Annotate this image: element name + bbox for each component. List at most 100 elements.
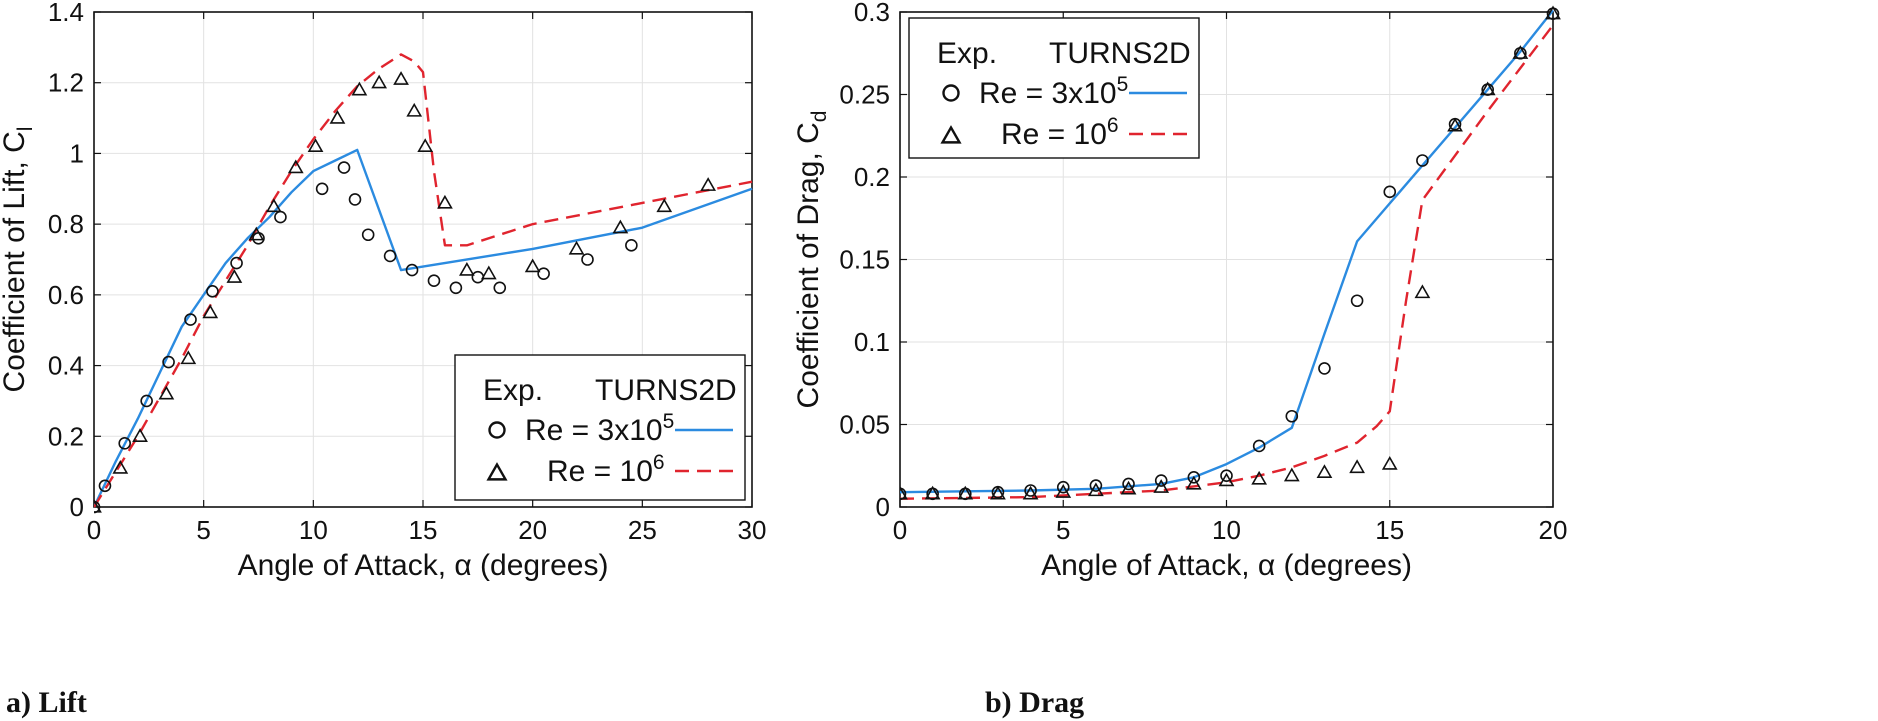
legend-header-exp: Exp.: [937, 37, 997, 70]
data-point-circle: [625, 239, 638, 252]
legend-label-superscript: 6: [653, 451, 665, 474]
legend-header-turns2d: TURNS2D: [595, 374, 737, 407]
data-point-circle: [162, 355, 175, 369]
x-tick-label: 15: [409, 515, 438, 545]
data-point-triangle: [1185, 475, 1202, 490]
series-line-re-3e5: [900, 9, 1554, 494]
data-point-circle: [1024, 484, 1037, 497]
data-point-triangle: [406, 102, 423, 117]
data-point-triangle: [957, 485, 974, 500]
data-point-circle: [98, 479, 112, 493]
data-point-circle: [94, 500, 101, 514]
data-point-circle: [1318, 362, 1331, 375]
x-tick-label: 5: [1056, 515, 1070, 545]
data-point-triangle: [393, 71, 409, 85]
data-point-circle: [449, 281, 463, 295]
data-point-triangle: [1512, 45, 1529, 59]
data-point-circle: [1416, 154, 1429, 167]
data-point-triangle: [1316, 464, 1333, 479]
y-tick-label: 1.2: [48, 68, 84, 98]
x-tick-label: 20: [518, 515, 547, 545]
x-tick-label: 10: [299, 515, 328, 545]
x-axis-label: Angle of Attack, α (degrees): [238, 549, 609, 582]
data-point-circle: [900, 487, 907, 501]
data-point-circle: [1350, 294, 1364, 308]
data-point-triangle: [94, 498, 102, 513]
data-point-circle: [361, 228, 375, 242]
series-line-re-3e5: [94, 148, 753, 508]
legend-header-exp: Exp.: [483, 374, 543, 407]
data-point-triangle: [612, 219, 629, 234]
data-point-triangle: [568, 240, 585, 255]
data-point-triangle: [1414, 284, 1431, 299]
x-tick-label: 5: [196, 515, 210, 545]
data-point-triangle: [371, 74, 388, 89]
data-point-triangle: [417, 138, 434, 153]
x-axis-label: Angle of Attack, α (degrees): [1041, 549, 1412, 582]
data-point-triangle: [700, 177, 717, 191]
data-point-circle: [274, 210, 287, 224]
data-point-triangle: [1218, 472, 1235, 487]
data-point-triangle: [265, 198, 282, 213]
data-point-triangle: [158, 385, 175, 400]
data-point-triangle: [458, 261, 475, 276]
data-point-circle: [581, 253, 594, 266]
data-point-triangle: [480, 265, 497, 280]
data-point-triangle: [1153, 479, 1170, 493]
data-point-circle: [493, 281, 507, 295]
data-point-circle: [1154, 474, 1168, 487]
legend-label: Re = 106: [1001, 114, 1119, 151]
y-axis-label: Coefficient of Drag, Cd: [792, 111, 831, 409]
data-point-triangle: [1349, 459, 1365, 474]
x-tick-label: 10: [1212, 515, 1241, 545]
data-point-triangle: [437, 194, 453, 209]
data-point-circle: [427, 274, 441, 288]
x-tick-label: 15: [1375, 515, 1404, 545]
data-point-circle: [348, 193, 362, 206]
data-point-triangle: [1479, 81, 1496, 96]
data-point-triangle: [1120, 480, 1137, 495]
data-point-triangle: [1251, 470, 1268, 485]
data-point-triangle: [226, 269, 243, 283]
data-point-triangle: [202, 304, 219, 319]
data-point-triangle: [1381, 455, 1398, 470]
data-point-triangle: [1088, 482, 1104, 497]
y-tick-label: 1.4: [48, 0, 84, 27]
data-point-circle: [1122, 477, 1135, 491]
data-point-triangle: [132, 428, 148, 442]
legend-label-superscript: 6: [1107, 114, 1119, 137]
y-tick-label: 0.1: [854, 327, 890, 357]
data-point-triangle: [248, 226, 265, 241]
data-point-circle: [1252, 439, 1266, 453]
legend-marker-triangle: [486, 462, 508, 481]
y-tick-label: 0.15: [839, 245, 890, 275]
data-point-triangle: [329, 109, 346, 124]
caption-lift: a) Lift: [6, 686, 87, 719]
data-point-circle: [1187, 470, 1201, 484]
legend-marker-circle: [488, 421, 506, 439]
data-point-circle: [1056, 480, 1070, 494]
data-point-triangle: [307, 138, 324, 153]
data-point-circle: [230, 256, 243, 270]
data-point-triangle: [524, 258, 541, 273]
data-point-triangle: [180, 350, 197, 365]
plot-area: [94, 53, 753, 514]
series-line-re-1e6: [94, 53, 753, 508]
data-point-circle: [184, 313, 197, 326]
data-point-triangle: [1447, 117, 1463, 132]
data-point-circle: [1089, 479, 1103, 492]
x-tick-label: 0: [87, 515, 101, 545]
series-line-re-1e6: [900, 24, 1554, 500]
plot-area: [900, 5, 1561, 501]
y-axis-label-subscript: d: [808, 111, 831, 123]
y-tick-label: 0.8: [48, 209, 84, 239]
y-tick-label: 0.6: [48, 280, 84, 310]
data-point-triangle: [1055, 484, 1072, 498]
data-point-circle: [1220, 469, 1233, 482]
data-point-circle: [118, 437, 132, 450]
caption-drag: b) Drag: [985, 686, 1084, 719]
legend-label: Re = 106: [547, 451, 665, 488]
